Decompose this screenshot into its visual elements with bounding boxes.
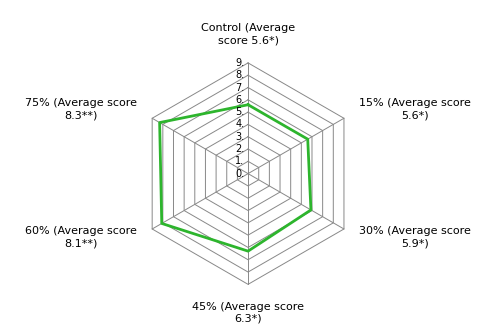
Text: 8.: 8. [235,70,245,80]
Text: 45% (Average score
6.3*): 45% (Average score 6.3*) [192,302,304,324]
Text: 9.: 9. [235,58,245,68]
Text: 6.: 6. [235,95,245,105]
Text: 7.: 7. [235,82,245,92]
Text: 30% (Average score
5.9*): 30% (Average score 5.9*) [359,226,471,249]
Text: 15% (Average score
5.6*): 15% (Average score 5.6*) [359,98,471,121]
Text: 1.: 1. [235,156,245,166]
Text: 5.: 5. [235,107,245,117]
Text: 2.: 2. [235,144,245,154]
Text: 4.: 4. [235,119,245,129]
Text: 3.: 3. [235,132,245,142]
Text: 60% (Average score
8.1**): 60% (Average score 8.1**) [25,226,137,249]
Text: 75% (Average score
8.3**): 75% (Average score 8.3**) [25,98,137,121]
Text: 0.: 0. [235,168,245,179]
Text: Control (Average
score 5.6*): Control (Average score 5.6*) [201,23,295,46]
